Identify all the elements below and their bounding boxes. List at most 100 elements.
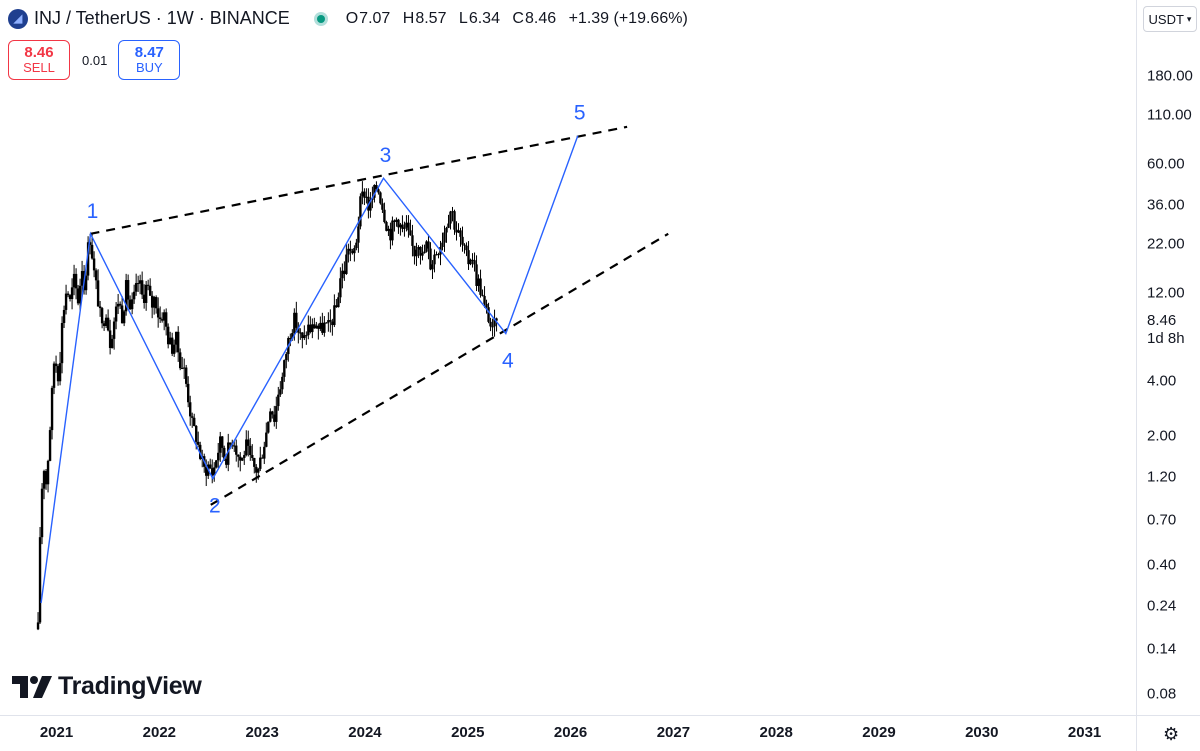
price-label: 0.24 (1147, 597, 1177, 615)
chart-pane[interactable]: 1 2 3 4 5 (0, 0, 1136, 715)
candle-body (333, 305, 336, 326)
candle-body (100, 308, 104, 324)
candle-body (349, 248, 352, 251)
wave-path (40, 135, 579, 604)
candle-body (345, 254, 348, 274)
candle-body (321, 322, 324, 333)
bar-countdown: 1d 8h (1147, 329, 1185, 347)
sell-price: 8.46 (24, 44, 54, 61)
candle-body (253, 457, 256, 467)
watermark-text: TradingView (58, 672, 202, 700)
candle-body (96, 280, 100, 307)
candle-body (419, 246, 422, 256)
candle-body (130, 299, 134, 310)
candle-body (299, 332, 302, 334)
candle-body (158, 317, 162, 320)
candle-body (52, 363, 56, 388)
candle-body (477, 278, 480, 286)
candle-body (495, 318, 498, 321)
price-label: 0.08 (1147, 685, 1177, 703)
candle-body (114, 306, 118, 322)
candle-body (469, 259, 472, 265)
candle-body (291, 333, 294, 339)
drawings-group (40, 125, 669, 604)
candle-body (225, 458, 228, 465)
candle-body (435, 254, 438, 256)
candle-body (160, 319, 164, 321)
candle-body (275, 406, 278, 422)
candle-body (72, 273, 76, 288)
candle-body (273, 414, 276, 422)
candle-body (481, 294, 484, 296)
candle-body (102, 323, 106, 327)
candle-body (58, 363, 62, 382)
high-key: H (402, 9, 415, 27)
candle-body (156, 308, 160, 318)
candle-body (411, 235, 414, 246)
candle-body (487, 307, 490, 322)
sell-button[interactable]: 8.46 SELL (8, 40, 70, 80)
candle-body (431, 264, 434, 270)
candle-body (341, 270, 344, 279)
candle-body (309, 324, 312, 333)
candle-body (331, 321, 334, 326)
candle-body (168, 337, 172, 345)
candle-body (150, 295, 154, 308)
chevron-down-icon: ▾ (1186, 13, 1192, 24)
candle-body (42, 471, 46, 489)
candle-body (383, 209, 386, 222)
candle-body (185, 367, 188, 384)
low-value: 6.34 (468, 9, 500, 27)
candle-body (261, 457, 264, 459)
candle-body (285, 354, 288, 361)
candle-body (162, 312, 166, 321)
candle-body (142, 294, 146, 303)
candle-body (170, 337, 174, 354)
candle-body (166, 326, 170, 345)
candle-body (251, 455, 254, 458)
candle-body (40, 488, 44, 538)
price-label: 0.70 (1147, 511, 1177, 529)
candle-body (180, 367, 184, 369)
candle-body (144, 284, 148, 303)
candle-body (453, 211, 456, 230)
candle-body (108, 330, 112, 348)
buy-button[interactable]: 8.47 BUY (118, 40, 181, 80)
candle-body (86, 242, 90, 276)
candle-body (229, 442, 232, 445)
candle-body (397, 219, 400, 228)
symbol-title[interactable]: INJ / TetherUS · 1W · BINANCE (34, 8, 290, 28)
candle-body (70, 287, 74, 300)
wave-label-5: 5 (574, 102, 586, 125)
time-label: 2029 (862, 724, 896, 741)
candle-body (483, 295, 486, 304)
candle-body (217, 452, 220, 461)
time-scale[interactable]: 2021 2022 2023 2024 2025 2026 2027 2028 2029 2030… (0, 715, 1136, 751)
wave-label-2: 2 (209, 495, 221, 518)
candle-body (164, 312, 168, 327)
candle-body (351, 250, 354, 254)
candle-body (283, 360, 286, 377)
tradingview-watermark[interactable]: TradingView (12, 672, 202, 701)
open-key: O (345, 9, 359, 27)
candle-body (277, 394, 280, 407)
time-label: 2022 (142, 724, 177, 741)
price-chart[interactable]: 1 2 3 4 5 (0, 0, 1136, 715)
change-value: +1.39 (+19.66%) (568, 9, 688, 27)
price-scale[interactable]: USDT ▾ 180.00 110.00 60.00 36.00 22.00 12.00 4… (1136, 0, 1200, 715)
candle-body (375, 184, 378, 190)
candle-body (369, 199, 372, 211)
currency-select[interactable]: USDT ▾ (1143, 6, 1197, 32)
candle-body (215, 460, 218, 468)
candle-body (301, 332, 304, 339)
candle-body (98, 306, 102, 309)
ohlc-values: O7.07 H8.57 L6.34 C8.46 +1.39 (+19.66%) (346, 10, 688, 28)
candle-body (255, 466, 258, 473)
candle-body (381, 203, 384, 210)
settings-gear-icon[interactable]: ⚙ (1163, 724, 1180, 744)
candle-body (347, 248, 350, 255)
candle-body (265, 432, 268, 447)
candle-body (289, 338, 292, 340)
candle-body (136, 283, 140, 285)
candle-body (279, 389, 282, 395)
